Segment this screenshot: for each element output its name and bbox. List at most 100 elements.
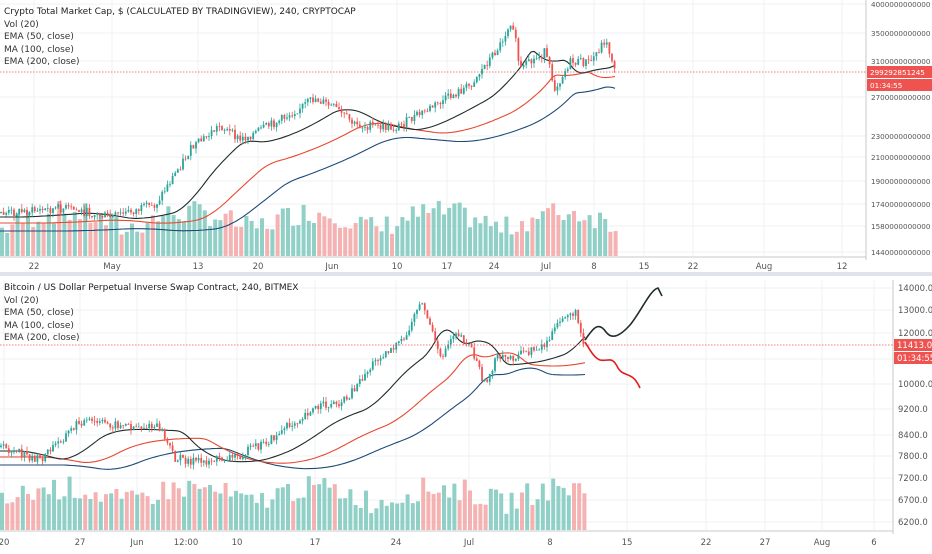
volume-bar — [582, 220, 587, 256]
last-price-tag — [894, 339, 932, 351]
candle-body — [504, 36, 507, 42]
countdown-tag — [894, 352, 932, 364]
candle-body — [481, 68, 483, 75]
candle-body — [556, 322, 559, 328]
candle-body — [33, 207, 36, 212]
volume-bar — [156, 221, 160, 256]
candle-body — [400, 123, 403, 125]
candle-body — [117, 421, 119, 429]
candle-body — [288, 423, 291, 427]
candle-body — [270, 435, 273, 444]
time-tick-label: 8 — [591, 262, 596, 272]
candle-body — [361, 379, 364, 381]
candle-body — [28, 212, 31, 215]
candle-body — [559, 83, 561, 87]
volume-bar — [57, 201, 62, 256]
volume-bar — [286, 207, 290, 256]
time-tick-label: 15 — [639, 262, 650, 272]
candle-body — [535, 349, 538, 351]
volume-bar — [213, 219, 218, 256]
candle-body — [405, 117, 408, 127]
volume-bar — [306, 220, 311, 256]
candle-body — [202, 136, 205, 142]
candle-body — [200, 138, 203, 142]
ema50-line — [0, 50, 616, 219]
candle-body — [286, 423, 288, 429]
candle-body — [325, 99, 327, 102]
candle-body — [197, 138, 200, 143]
candle-body — [556, 86, 559, 91]
volume-bar — [301, 497, 306, 530]
candle-body — [481, 367, 483, 382]
volume-bar — [400, 502, 405, 530]
price-tick-label: 3500000000000 — [871, 29, 931, 38]
volume-bar — [483, 504, 488, 530]
volume-bar — [182, 221, 186, 256]
candle-body — [75, 421, 78, 430]
volume-bar — [504, 216, 509, 256]
candle-body — [434, 331, 437, 342]
candle-body — [434, 102, 437, 108]
candle-body — [356, 383, 359, 392]
volume-bar — [421, 477, 426, 530]
candle-body — [564, 317, 567, 319]
candle-body — [395, 342, 398, 350]
volume-bar — [88, 498, 93, 530]
volume-bar — [291, 225, 296, 256]
volume-bar — [135, 231, 140, 256]
volume-bar — [260, 218, 264, 256]
candle-body — [83, 209, 86, 216]
volume-bar — [504, 513, 509, 530]
candle-body — [322, 401, 325, 404]
volume-bar — [426, 212, 431, 256]
candle-body — [59, 204, 62, 213]
volume-bar — [473, 504, 478, 530]
candle-body — [418, 111, 421, 116]
candle-body — [62, 208, 65, 213]
candle-body — [608, 42, 611, 54]
volume-bar — [494, 221, 498, 256]
candle-body — [413, 313, 416, 323]
volume-bar — [374, 226, 379, 256]
candle-body — [41, 208, 44, 210]
candle-body — [200, 457, 203, 463]
volume-bar — [540, 211, 545, 256]
candle-body — [13, 450, 15, 453]
candle-body — [559, 321, 561, 323]
candle-body — [351, 119, 353, 124]
volume-bar — [72, 497, 77, 530]
volume-bar — [67, 219, 72, 256]
candle-body — [182, 454, 184, 458]
candle-body — [447, 344, 450, 349]
volume-bar — [280, 208, 285, 256]
time-tick-label: 27 — [760, 538, 771, 548]
candle-body — [65, 433, 67, 442]
candle-body — [78, 210, 80, 212]
candle-body — [569, 58, 572, 70]
candle-body — [364, 373, 366, 381]
candle-body — [470, 343, 473, 348]
volume-bar — [119, 234, 124, 256]
volume-bar — [83, 203, 88, 256]
candle-body — [520, 60, 522, 67]
candle-body — [187, 458, 190, 464]
candle-body — [15, 450, 18, 452]
candle-body — [413, 115, 416, 122]
candle-body — [195, 457, 197, 461]
candle-body — [124, 211, 127, 214]
volume-bar — [78, 498, 82, 530]
volume-bar — [114, 216, 119, 256]
candle-body — [57, 204, 60, 208]
candle-body — [130, 209, 132, 213]
candle-body — [605, 42, 608, 45]
candle-body — [205, 136, 208, 138]
candle-body — [67, 205, 70, 207]
candle-body — [23, 451, 26, 457]
volume-bar — [499, 493, 504, 530]
volume-bar — [270, 499, 275, 530]
candle-body — [140, 426, 143, 429]
candle-body — [475, 358, 478, 361]
volume-bar — [192, 201, 197, 256]
candle-body — [231, 455, 234, 458]
candle-body — [587, 59, 590, 61]
